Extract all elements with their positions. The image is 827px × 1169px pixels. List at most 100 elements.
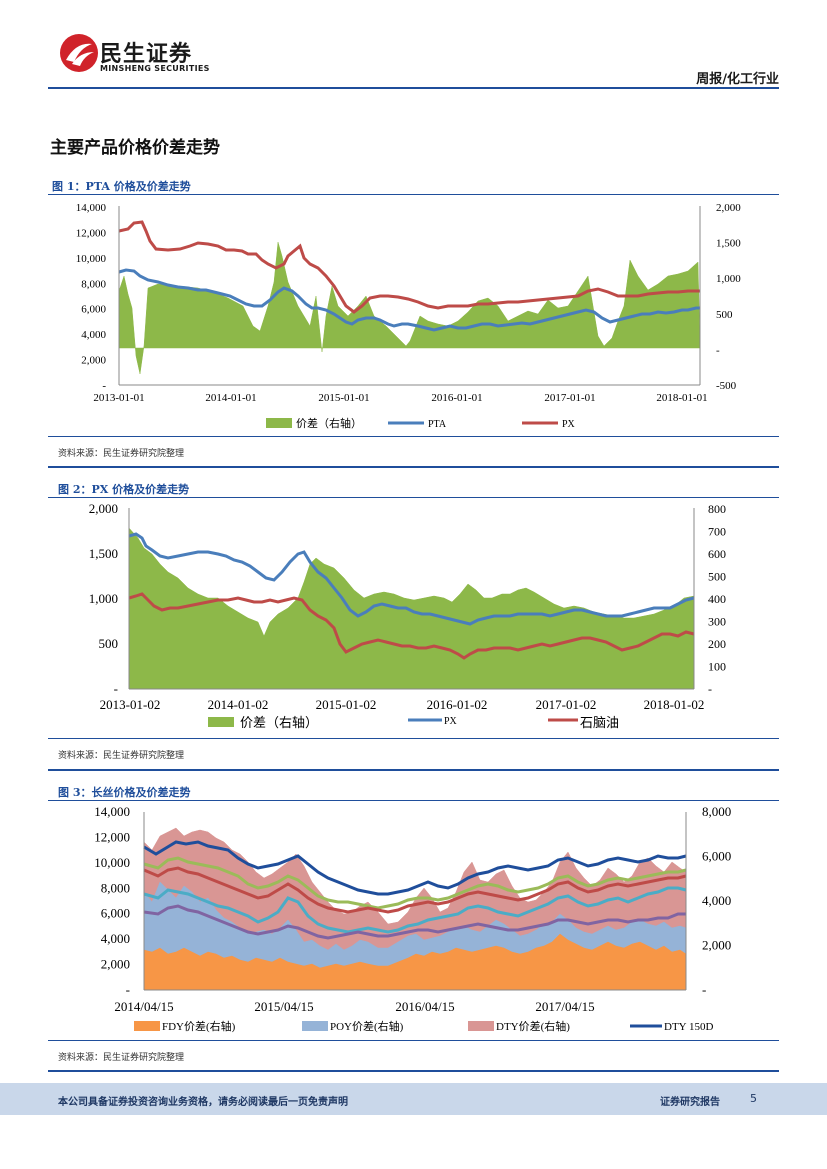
axis-tick-label: 300 [708, 615, 726, 629]
dty-150d-line [143, 840, 687, 896]
pta-right-ticks: 2,000 1,500 1,000 500 - -500 [716, 202, 741, 392]
axis-tick-label: 6,000 [101, 906, 130, 921]
axis-tick-label: 2,000 [716, 202, 741, 214]
pta-x-ticks: 2013-01-01 2014-01-01 2015-01-01 2016-01-01… [93, 392, 707, 404]
axis-tick-label: - [708, 682, 712, 696]
axis-tick-label: 2,000 [101, 957, 130, 972]
figure-1-end-rule [48, 466, 779, 468]
axis-tick-label: - [114, 681, 118, 696]
axis-tick-label: 12,000 [94, 829, 130, 844]
figure-3-source: 资料来源：民生证券研究院整理 [58, 1053, 185, 1063]
axis-tick-label: 8,000 [81, 278, 106, 290]
axis-tick-label: 500 [708, 570, 726, 584]
axis-tick-label: 4,000 [702, 893, 731, 908]
x-tick-label: 2015-01-01 [318, 392, 369, 404]
axis-tick-label: 200 [708, 637, 726, 651]
axis-tick-label: 100 [708, 660, 726, 674]
px-price-line [128, 532, 695, 626]
axis-tick-label: 1,500 [716, 238, 741, 250]
figure-3-top-rule [48, 800, 779, 801]
report-type: 周报/化工行业 [696, 72, 779, 87]
figure-1-top-rule [48, 194, 779, 195]
px-x-ticks: 2013-01-02 2014-01-02 2015-01-02 2016-01-02… [100, 697, 705, 712]
axis-tick-label: 12,000 [76, 227, 107, 239]
axis-tick-label: - [102, 380, 106, 392]
logo-text-en: MINSHENG SECURITIES [100, 64, 210, 73]
axis-tick-label: 500 [99, 636, 119, 651]
x-tick-label: 2016/04/15 [395, 999, 454, 1014]
x-tick-label: 2017-01-01 [544, 392, 595, 404]
x-tick-label: 2017-01-02 [536, 697, 597, 712]
x-tick-label: 2016-01-01 [431, 392, 482, 404]
axis-tick-label: 500 [716, 309, 733, 321]
x-tick-label: 2018-01-02 [644, 697, 705, 712]
figure-2-top-rule [48, 497, 779, 498]
filament-chart: 14,00012,00010,0008,0006,0004,0002,000- … [94, 804, 731, 1033]
axis-tick-label: 2,000 [81, 355, 106, 367]
axis-tick-label: - [126, 982, 130, 997]
legend-dty150d-label: DTY 150D [664, 1021, 713, 1033]
figure-2-bottom-rule [48, 738, 779, 739]
filament-x-ticks: 2014/04/15 2015/04/15 2016/04/15 2017/04/15 [114, 999, 594, 1014]
legend-px-spread-swatch [208, 717, 234, 727]
pta-chart: 14,00012,00010,0008,0006,0004,0002,000- … [76, 202, 742, 430]
minsheng-logo-icon [60, 34, 98, 72]
axis-tick-label: 10,000 [94, 855, 130, 870]
legend-naphtha-label: 石脑油 [580, 715, 619, 730]
figure-3-end-rule [48, 1070, 779, 1072]
section-title: 主要产品价格价差走势 [50, 138, 220, 158]
teal-price-line [143, 886, 687, 934]
axis-tick-label: 400 [708, 592, 726, 606]
x-tick-label: 2015-01-02 [316, 697, 377, 712]
axis-tick-label: -500 [716, 380, 737, 392]
legend-spread-swatch [266, 418, 292, 428]
figure-3-bottom-rule [48, 1040, 779, 1041]
naphtha-line [128, 592, 695, 660]
legend-poy-label: POY价差(右轴) [330, 1019, 404, 1033]
legend-spread-label: 价差（右轴） [296, 416, 362, 430]
header-divider [48, 87, 779, 89]
legend-fdy-label: FDY价差(右轴) [162, 1019, 236, 1033]
axis-tick-label: 14,000 [76, 202, 107, 214]
footer-label: 证券研究报告 [660, 1097, 720, 1108]
axis-tick-label: 2,000 [89, 501, 118, 516]
pta-left-ticks: 14,000 12,000 10,000 8,000 6,000 4,000 2,000 - [76, 202, 107, 392]
axis-tick-label: 1,000 [89, 591, 118, 606]
legend-fdy-swatch [134, 1021, 160, 1031]
x-tick-label: 2014-01-01 [205, 392, 256, 404]
legend-dty-spread-label: DTY价差(右轴) [496, 1019, 570, 1033]
figure-3-title: 图 3：长丝价格及价差走势 [58, 786, 191, 799]
filament-right-ticks: 8,000 6,000 4,000 2,000 - [702, 804, 731, 997]
fdy-spread-area [143, 933, 687, 991]
x-tick-label: 2017/04/15 [535, 999, 594, 1014]
legend-px-price-label: PX [444, 716, 458, 727]
px-left-ticks: 2,000 1,500 1,000 500 - [89, 501, 118, 696]
axis-tick-label: - [702, 982, 706, 997]
filament-left-ticks: 14,000 12,000 10,000 8,000 6,000 4,000 2,000 - [94, 804, 130, 997]
legend-pta-label: PTA [428, 419, 447, 430]
footer-disclaimer: 本公司具备证券投资咨询业务资格，请务必阅读最后一页免责声明 [58, 1097, 348, 1108]
axis-tick-label: 1,000 [716, 273, 741, 285]
figure-1-title: 图 1：PTA 价格及价差走势 [52, 180, 191, 193]
px-spread-area [128, 527, 695, 690]
figure-1-bottom-rule [48, 436, 779, 437]
px-line [118, 220, 700, 314]
axis-tick-label: 8,000 [101, 880, 130, 895]
x-tick-label: 2015/04/15 [254, 999, 313, 1014]
logo-text-cn: 民生证券 [100, 42, 193, 67]
axis-tick-label: 10,000 [76, 253, 107, 265]
x-tick-label: 2018-01-01 [656, 392, 707, 404]
x-tick-label: 2013-01-02 [100, 697, 161, 712]
px-chart: 2,000 1,500 1,000 500 - 800 700 600 500 400 300 20… [89, 501, 726, 730]
red-price-line [143, 866, 687, 914]
axis-tick-label: - [716, 344, 720, 356]
figure-2-source: 资料来源：民生证券研究院整理 [58, 751, 185, 761]
pta-spread-area [118, 241, 701, 375]
axis-tick-label: 700 [708, 525, 726, 539]
legend-poy-swatch [302, 1021, 328, 1031]
x-tick-label: 2014-01-02 [208, 697, 269, 712]
axis-tick-label: 1,500 [89, 546, 118, 561]
footer-band [0, 1083, 827, 1115]
axis-tick-label: 800 [708, 502, 726, 516]
axis-tick-label: 600 [708, 547, 726, 561]
